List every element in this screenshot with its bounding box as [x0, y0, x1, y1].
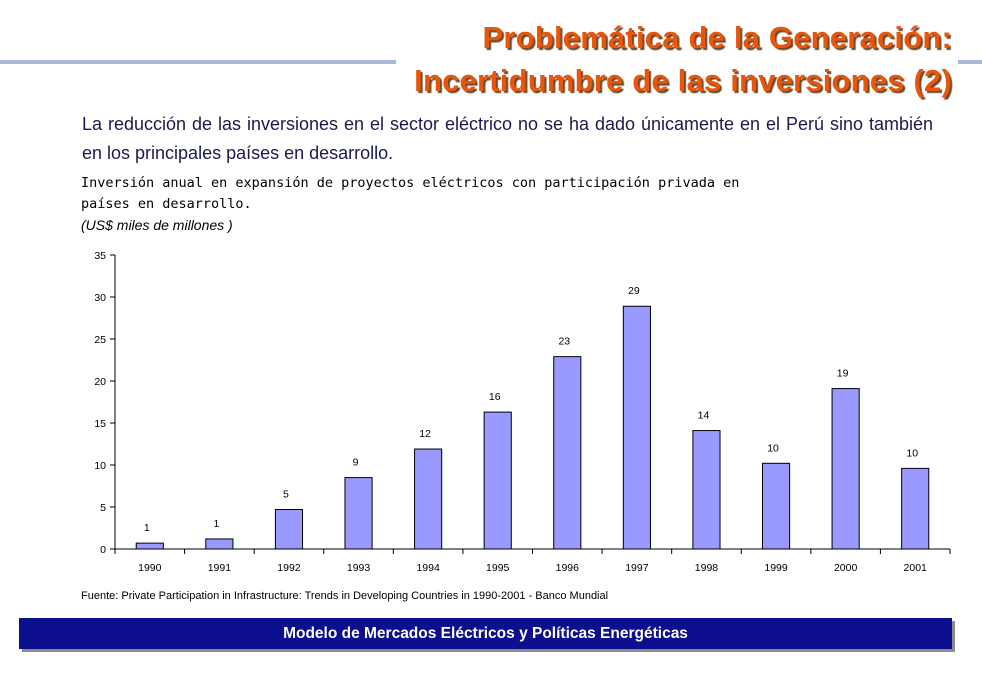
y-tick-label: 30 — [94, 292, 106, 304]
bar-1994 — [414, 448, 443, 550]
footer-bar: Modelo de Mercados Eléctricos y Política… — [19, 618, 952, 649]
y-tick-label: 20 — [94, 376, 106, 388]
bar-1997 — [622, 305, 651, 550]
chart-source: Fuente: Private Participation in Infrast… — [81, 590, 609, 602]
title-underline-left — [0, 60, 396, 64]
bar-1990 — [135, 542, 164, 550]
y-tick-label: 5 — [100, 502, 106, 514]
bar-1995 — [483, 411, 512, 550]
x-tick-label-1997: 1997 — [625, 562, 649, 574]
chart-labels: 0510152025303511990119915199291993121994… — [94, 250, 927, 574]
x-tick-label-1998: 1998 — [695, 562, 719, 574]
data-label-2001: 10 — [906, 447, 918, 459]
y-tick-label: 10 — [94, 460, 106, 472]
x-tick-label-1992: 1992 — [277, 562, 301, 574]
chart-title-line1: Inversión anual en expansión de proyecto… — [81, 175, 740, 191]
chart-axes — [110, 254, 951, 554]
data-label-1994: 12 — [419, 428, 431, 440]
bar-1992 — [274, 509, 304, 550]
title-underline — [958, 60, 982, 64]
data-label-1991: 1 — [213, 518, 219, 530]
slide-title-line2: Incertidumbre de las inversiones (2) — [414, 63, 952, 98]
bar-1993 — [344, 477, 373, 550]
data-label-1998: 14 — [698, 410, 710, 422]
data-label-1992: 5 — [283, 489, 289, 501]
y-tick-label: 25 — [94, 334, 106, 346]
bar-1999 — [761, 462, 791, 550]
chart-bars — [135, 305, 930, 550]
data-label-1995: 16 — [489, 391, 501, 403]
y-tick-label: 15 — [94, 418, 106, 430]
x-tick-label-1990: 1990 — [138, 562, 162, 574]
bar-1991 — [205, 538, 234, 550]
bar-chart: 0510152025303511990119915199291993121994… — [94, 250, 951, 574]
slide-title-line1: Problemática de la Generación: — [482, 20, 952, 55]
x-tick-label-1994: 1994 — [416, 562, 440, 574]
bar-1996 — [553, 356, 582, 550]
data-label-1999: 10 — [767, 442, 779, 454]
x-tick-label-2000: 2000 — [834, 562, 858, 574]
chart-unit-label: (US$ miles de millones ) — [81, 217, 233, 233]
x-tick-label-1996: 1996 — [556, 562, 580, 574]
x-tick-label-1995: 1995 — [486, 562, 510, 574]
bar-2000 — [831, 388, 860, 550]
y-tick-label: 35 — [94, 250, 106, 262]
x-tick-label-1999: 1999 — [764, 562, 788, 574]
x-tick-label-1991: 1991 — [208, 562, 232, 574]
x-tick-label-2001: 2001 — [904, 562, 928, 574]
data-label-1996: 23 — [558, 336, 570, 348]
data-label-2000: 19 — [837, 368, 849, 380]
footer-text: Modelo de Mercados Eléctricos y Política… — [283, 624, 688, 642]
y-tick-label: 0 — [100, 544, 106, 556]
data-label-1997: 29 — [628, 285, 640, 297]
x-tick-label-1993: 1993 — [347, 562, 371, 574]
chart-title-line2: países en desarrollo. — [81, 196, 252, 212]
bar-2001 — [901, 467, 930, 550]
intro-paragraph: La reducción de las inversiones en el se… — [82, 114, 933, 163]
data-label-1993: 9 — [353, 457, 359, 469]
bar-1998 — [692, 430, 721, 550]
data-label-1990: 1 — [144, 522, 150, 534]
